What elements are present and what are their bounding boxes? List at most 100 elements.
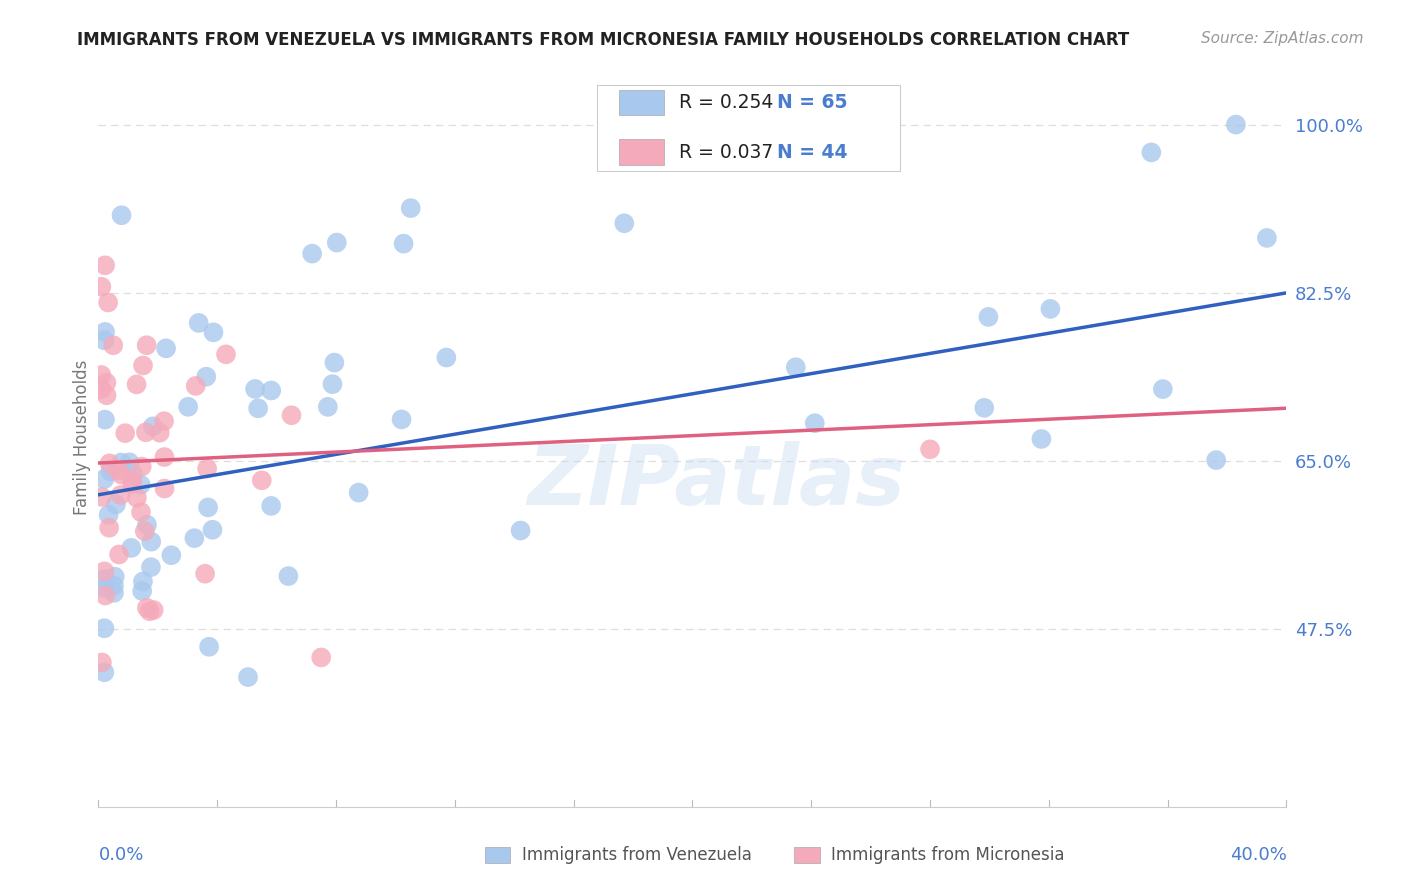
Point (1256, 231, 1278, 245)
Point (1152, 382, 1174, 396)
Point (509, 524, 531, 538)
Point (141, 534, 163, 549)
Text: Immigrants from Micronesia: Immigrants from Micronesia (831, 846, 1064, 863)
Point (803, 416, 825, 430)
Point (1031, 432, 1053, 446)
Point (131, 459, 153, 474)
Point (260, 499, 283, 513)
Point (201, 523, 224, 537)
Point (194, 566, 217, 581)
Point (1039, 301, 1062, 316)
Point (93, 472, 115, 486)
Point (142, 603, 165, 617)
Point (110, 488, 132, 502)
Point (129, 478, 152, 492)
Point (94, 258, 117, 272)
Point (118, 455, 141, 469)
Point (135, 600, 157, 615)
Point (132, 574, 155, 589)
Point (250, 473, 273, 487)
Point (326, 235, 349, 250)
Point (198, 640, 221, 654)
Point (121, 477, 143, 491)
Point (977, 310, 1000, 324)
Y-axis label: Family Households: Family Households (73, 359, 91, 515)
Point (94, 325, 117, 339)
Point (277, 569, 299, 583)
Point (98, 521, 121, 535)
Point (973, 401, 995, 415)
Text: R = 0.254: R = 0.254 (679, 93, 773, 112)
Point (125, 491, 148, 505)
Point (103, 338, 125, 352)
Point (93, 621, 115, 635)
Point (195, 369, 218, 384)
Point (149, 425, 172, 440)
Point (138, 604, 160, 618)
Point (90, 279, 112, 293)
Point (134, 524, 156, 538)
Point (108, 548, 131, 562)
Point (215, 347, 238, 361)
Point (131, 584, 153, 599)
Point (129, 505, 152, 519)
Point (187, 316, 209, 330)
Point (236, 670, 259, 684)
Point (94, 572, 117, 586)
Point (121, 473, 143, 487)
Text: Source: ZipAtlas.com: Source: ZipAtlas.com (1201, 31, 1364, 46)
Point (184, 379, 207, 393)
Point (399, 201, 422, 215)
FancyBboxPatch shape (794, 847, 820, 863)
Point (160, 548, 183, 562)
Text: Immigrants from Venezuela: Immigrants from Venezuela (522, 846, 751, 863)
Point (135, 338, 157, 352)
Point (132, 359, 155, 373)
Point (120, 541, 142, 555)
Point (110, 456, 132, 470)
Point (103, 579, 125, 593)
Point (347, 485, 370, 500)
Point (142, 419, 165, 434)
Point (104, 497, 127, 511)
Point (97, 508, 120, 522)
Point (90, 382, 112, 396)
Point (136, 517, 159, 532)
Point (183, 531, 205, 545)
Point (125, 377, 148, 392)
Point (1225, 118, 1247, 132)
Point (177, 400, 200, 414)
Point (202, 326, 225, 340)
Point (90, 490, 112, 504)
Point (97, 295, 120, 310)
Point (103, 586, 125, 600)
Point (98, 456, 121, 470)
Point (301, 246, 323, 260)
Point (785, 360, 807, 375)
Point (613, 216, 636, 230)
Point (96, 376, 118, 390)
Point (1205, 453, 1227, 467)
Text: N = 65: N = 65 (776, 93, 848, 112)
Point (153, 482, 176, 496)
Point (93, 334, 115, 348)
Text: R = 0.037: R = 0.037 (679, 143, 773, 161)
Point (243, 382, 266, 396)
Point (323, 355, 346, 369)
Point (260, 384, 283, 398)
Text: IMMIGRANTS FROM VENEZUELA VS IMMIGRANTS FROM MICRONESIA FAMILY HOUSEHOLDS CORREL: IMMIGRANTS FROM VENEZUELA VS IMMIGRANTS … (77, 31, 1129, 49)
Point (195, 461, 218, 475)
Point (920, 442, 942, 457)
Text: 0.0%: 0.0% (98, 847, 143, 864)
Point (90, 368, 112, 382)
Point (110, 208, 132, 222)
Point (114, 426, 136, 441)
Point (316, 400, 339, 414)
Point (434, 351, 457, 365)
Point (153, 414, 176, 428)
Point (90, 656, 112, 670)
Point (391, 412, 413, 426)
Point (96, 388, 118, 402)
Point (94, 589, 117, 603)
Point (153, 450, 176, 464)
